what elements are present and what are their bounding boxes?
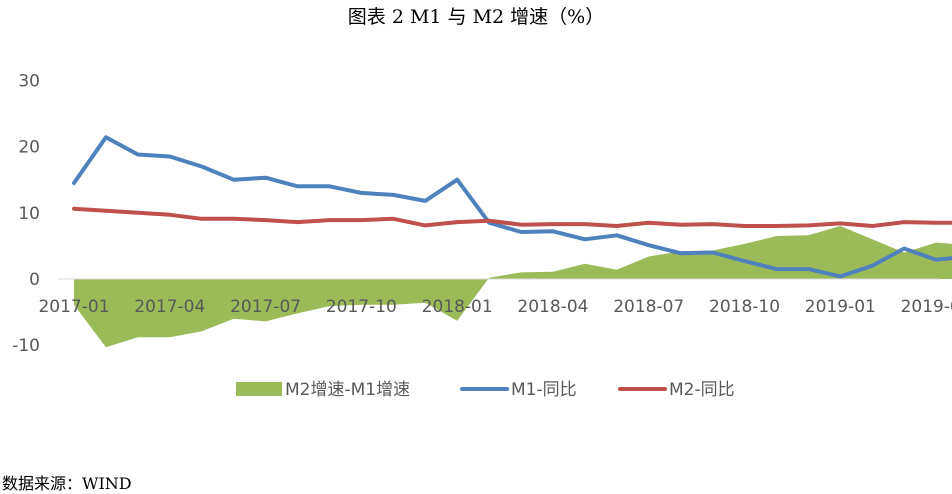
legend-item-m2-minus-m1: M2增速-M1增速 — [236, 380, 410, 400]
x-tick-label: 2017-04 — [134, 297, 205, 317]
legend-label: M1-同比 — [511, 380, 577, 400]
y-tick-label: 30 — [18, 71, 40, 91]
y-tick-label: 0 — [29, 270, 40, 290]
x-tick-label: 2018-01 — [422, 297, 493, 317]
tick-layer: -10 0 10 20 30 2017-01 2017-04 2017-07 2017-10 20… — [12, 71, 952, 356]
legend: M2增速-M1增速 M1-同比 M2-同比 — [236, 380, 735, 400]
y-tick-label: 20 — [18, 138, 40, 158]
x-tick-label: 2017-01 — [38, 297, 109, 317]
legend-swatch — [236, 382, 282, 396]
series-line-m1 — [72, 135, 952, 279]
x-tick-label: 2017-10 — [326, 297, 397, 317]
legend-item-m2: M2-同比 — [618, 380, 735, 400]
x-tick-label: 2017-07 — [230, 297, 301, 317]
x-tick-label: 2018-07 — [613, 297, 684, 317]
y-tick-label: 10 — [18, 204, 40, 224]
line-layer — [72, 135, 952, 279]
series-line-m2 — [72, 206, 952, 228]
source-note: 数据来源：WIND — [2, 474, 132, 493]
chart-title: 图表 2 M1 与 M2 增速（%） — [347, 6, 605, 28]
legend-label: M2-同比 — [669, 380, 735, 400]
y-tick-label: -10 — [12, 336, 40, 356]
x-tick-label: 2018-04 — [517, 297, 588, 317]
x-tick-label: 2019-04 — [901, 297, 952, 317]
area-layer — [74, 226, 952, 348]
x-tick-label: 2018-10 — [709, 297, 780, 317]
x-tick-label: 2019-01 — [805, 297, 876, 317]
legend-label: M2增速-M1增速 — [285, 380, 410, 400]
legend-item-m1: M1-同比 — [460, 380, 577, 400]
series-area-m2-minus-m1 — [74, 226, 952, 348]
